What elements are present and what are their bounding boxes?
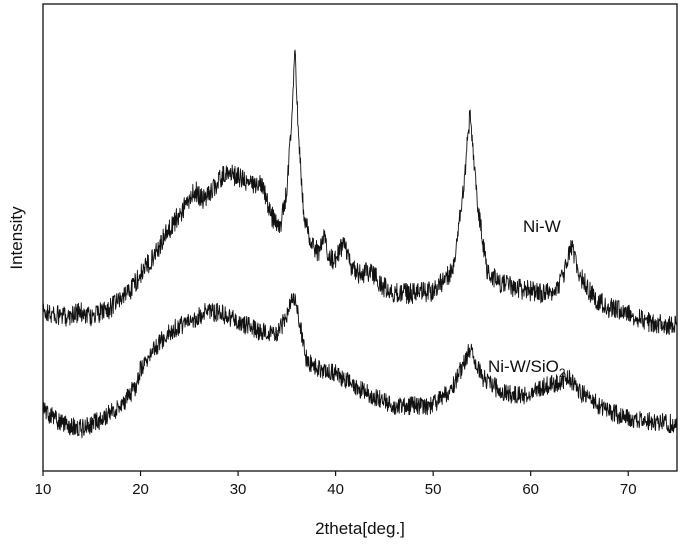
series-label-0: Ni-W bbox=[523, 217, 561, 236]
x-tick-label: 20 bbox=[132, 481, 149, 498]
series-traces bbox=[43, 50, 677, 438]
x-axis-ticks: 10 20 30 40 50 60 70 bbox=[35, 471, 637, 498]
x-tick-label: 40 bbox=[327, 481, 344, 498]
x-tick-label: 10 bbox=[35, 481, 52, 498]
series-line-0 bbox=[43, 50, 677, 335]
series-line-1 bbox=[43, 293, 677, 437]
y-axis-title: Intensity bbox=[7, 206, 26, 270]
x-tick-label: 60 bbox=[522, 481, 539, 498]
x-axis-title: 2theta[deg.] bbox=[315, 519, 405, 538]
series-label-1: Ni-W/SiO2 bbox=[488, 357, 566, 380]
series-labels: Ni-W Ni-W/SiO2 bbox=[488, 217, 566, 380]
x-tick-label: 70 bbox=[620, 481, 637, 498]
x-tick-label: 50 bbox=[425, 481, 442, 498]
x-tick-label: 30 bbox=[230, 481, 247, 498]
